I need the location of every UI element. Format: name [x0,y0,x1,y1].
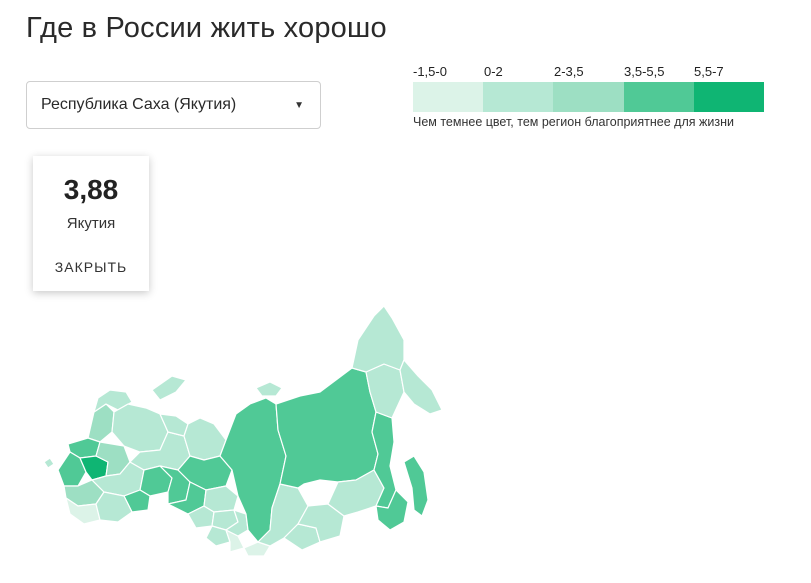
color-legend: -1,5-0 0-2 2-3,5 3,5-5,5 5,5-7 Чем темне… [413,64,765,129]
map-region-orenburg[interactable] [95,491,133,523]
legend-swatch [553,82,624,112]
legend-range-label: 5,5-7 [694,64,724,79]
map-region-kamchatka[interactable] [399,359,443,415]
page-title: Где в России жить хорошо [26,12,387,44]
map-region-sakhalin[interactable] [403,455,429,517]
map-region-primorsky[interactable] [375,489,409,531]
legend-swatch [693,82,764,112]
legend-range-label: -1,5-0 [413,64,447,79]
close-button[interactable]: ЗАКРЫТЬ [33,258,149,276]
map-region-chukotka[interactable] [351,305,405,373]
map-region-yamal[interactable] [183,417,227,461]
map-region-kaliningrad[interactable] [43,457,55,469]
legend-note: Чем темнее цвет, тем регион благоприятне… [413,115,734,129]
map-region-taimyr-islands[interactable] [255,381,283,397]
chevron-down-icon: ▼ [294,100,304,111]
region-select[interactable]: Республика Саха (Якутия) ▼ [26,81,321,129]
legend-range-label: 2-3,5 [554,64,584,79]
legend-swatch [483,82,554,112]
map-region-tuva[interactable] [243,541,271,557]
legend-color-bar [413,82,764,112]
legend-range-label: 3,5-5,5 [624,64,665,79]
map-region-novaya-zemlya[interactable] [151,375,187,401]
russia-map [43,305,443,557]
region-info-card: 3,88 Якутия ЗАКРЫТЬ [33,156,149,291]
region-select-value: Республика Саха (Якутия) [41,96,237,113]
map-region-tomsk[interactable] [203,485,239,513]
legend-swatch [623,82,694,112]
region-score: 3,88 [63,174,119,205]
map-region-yakutia[interactable] [275,367,379,489]
region-name: Якутия [66,215,116,232]
legend-swatch [413,82,484,112]
legend-range-label: 0-2 [484,64,503,79]
map-region-altai[interactable] [205,525,231,547]
map-region-karelia[interactable] [87,403,115,443]
